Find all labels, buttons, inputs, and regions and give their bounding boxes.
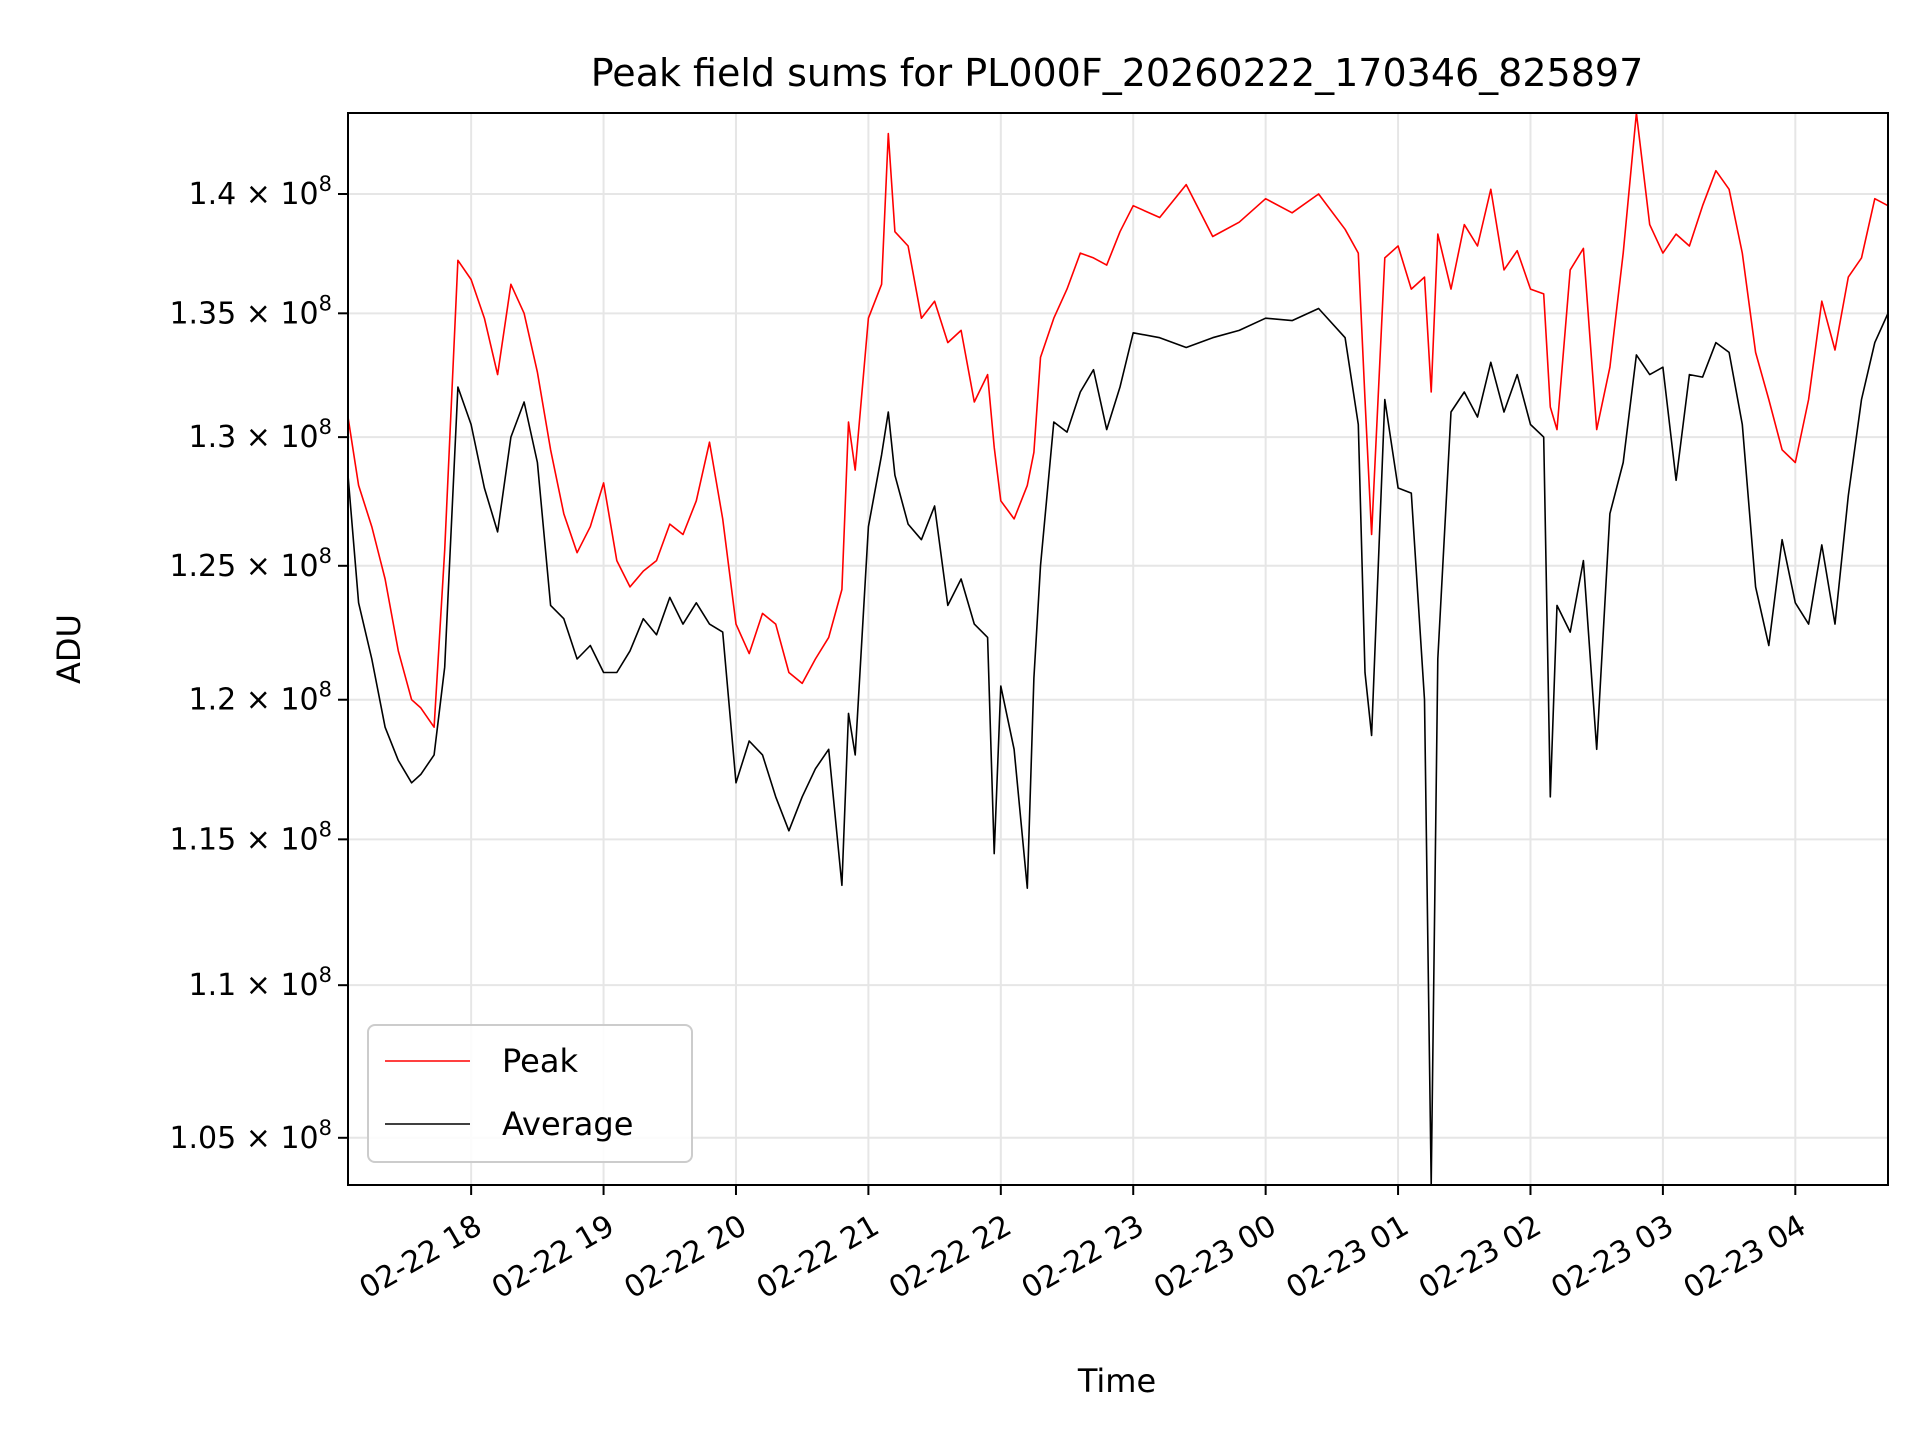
x-axis-label: Time <box>1077 1362 1156 1400</box>
y-tick-label: 1.2 × 108 <box>189 678 332 718</box>
legend-label-peak: Peak <box>502 1042 578 1080</box>
y-tick-label: 1.1 × 108 <box>189 963 332 1003</box>
y-tick-label: 1.3 × 108 <box>189 415 332 455</box>
y-tick-label: 1.4 × 108 <box>189 172 332 212</box>
y-tick-label: 1.05 × 108 <box>169 1116 332 1156</box>
series-layer <box>347 112 1889 1186</box>
chart-title: Peak field sums for PL000F_20260222_1703… <box>591 51 1644 95</box>
y-axis: 1.05 × 108 1.1 × 108 1.15 × 108 1.2 × 108 1.… <box>169 172 348 1156</box>
y-tick-label: 1.35 × 108 <box>169 291 332 331</box>
y-axis-label: ADU <box>50 614 88 684</box>
y-tick-label: 1.25 × 108 <box>169 544 332 584</box>
legend-label-average: Average <box>502 1105 633 1143</box>
y-tick-label: 1.15 × 108 <box>169 817 332 857</box>
plot-area <box>347 112 1889 1186</box>
legend-box <box>367 1024 693 1163</box>
series-line-peak <box>347 112 1889 728</box>
plot-background <box>348 113 1888 1185</box>
legend: Peak Average <box>367 1024 693 1163</box>
gridlines <box>348 113 1888 1185</box>
plot-frame <box>347 112 1889 1186</box>
series-line-average <box>347 307 1889 1186</box>
